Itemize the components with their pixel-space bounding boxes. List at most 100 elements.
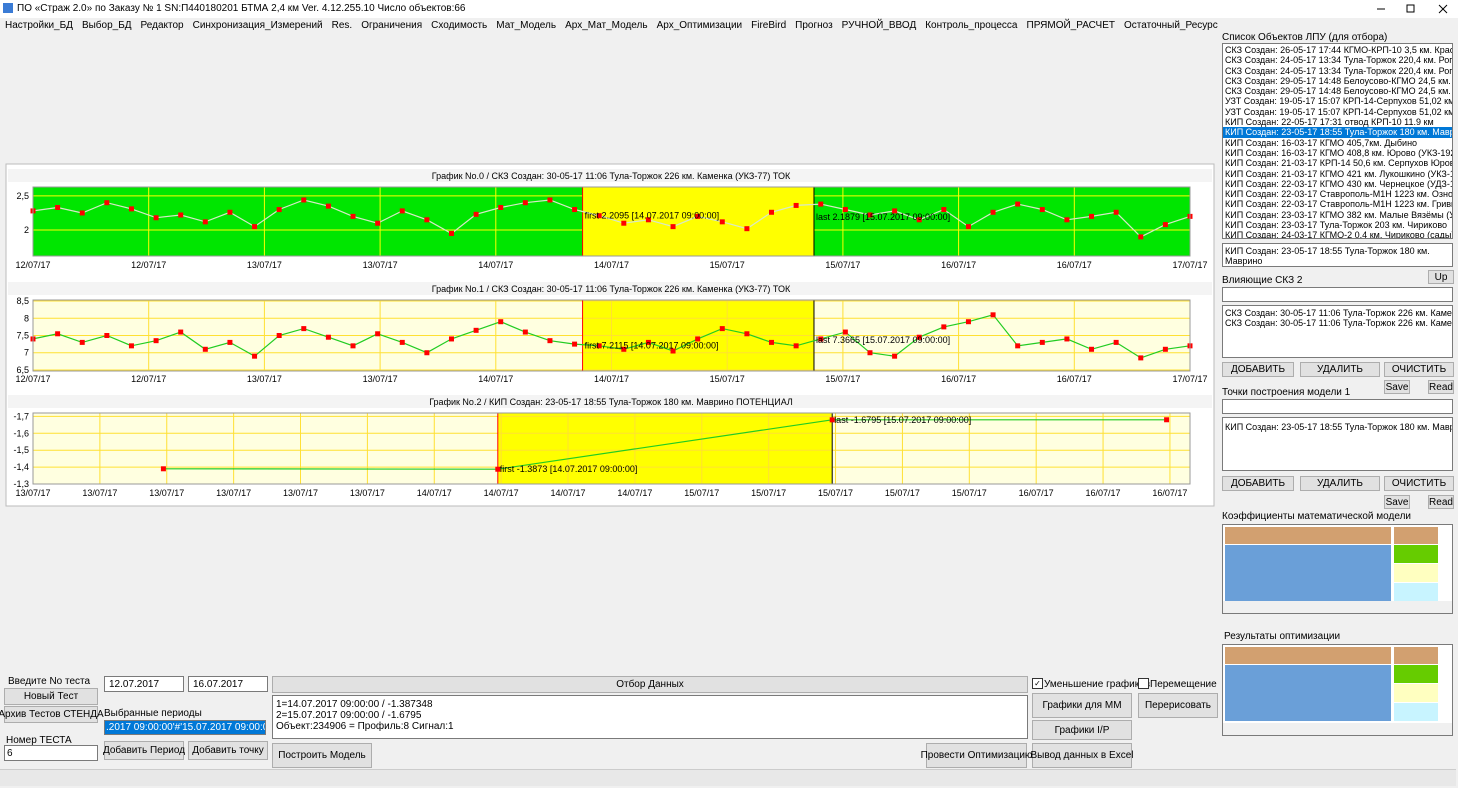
data-point (572, 207, 578, 213)
shrink-checkbox[interactable]: ✓ (1032, 678, 1043, 689)
read-button[interactable]: Read (1428, 380, 1454, 394)
object-item[interactable]: СКЗ Создан: 26-05-17 17:44 КГМО-КРП-10 3… (1225, 45, 1453, 55)
menu-item[interactable]: Res. (331, 20, 353, 31)
y-tick-label: 6,5 (16, 365, 29, 375)
object-item[interactable]: КИП Создан: 23-05-17 18:55 Тула-Торжок 1… (1223, 127, 1453, 138)
menu-item[interactable]: Контроль_процесса (925, 20, 1018, 31)
save-button[interactable]: Save (1384, 495, 1410, 509)
objects-list[interactable]: СКЗ Создан: 26-05-17 17:44 КГМО-КРП-10 3… (1222, 43, 1453, 239)
object-item[interactable]: КИП Создан: 16-03-17 КГМО 408,8 км. Юров… (1225, 147, 1453, 158)
object-item[interactable]: СКЗ Создан: 29-05-17 14:48 Белоусово-КГМ… (1225, 75, 1453, 86)
ip-charts-button[interactable]: Графики I/P (1032, 720, 1132, 740)
object-item[interactable]: КИП Создан: 23-03-17 КГМО 382 км. Малые … (1225, 209, 1453, 220)
read-button[interactable]: Read (1428, 495, 1454, 509)
object-item[interactable]: УЗТ Создан: 19-05-17 15:07 КРП-14-Серпух… (1225, 96, 1453, 107)
remove-button[interactable]: УДАЛИТЬ (1300, 362, 1380, 377)
data-point (892, 208, 898, 214)
data-point (621, 346, 627, 352)
menu-item[interactable]: ПРЯМОЙ_РАСЧЕТ (1026, 20, 1116, 31)
influencing-item[interactable]: СКЗ Создан: 30-05-17 11:06 Тула-Торжок 2… (1225, 308, 1453, 318)
point-item[interactable]: КИП Создан: 23-05-17 18:55 Тула-Торжок 1… (1225, 422, 1453, 432)
data-point (916, 334, 922, 340)
data-point (1089, 213, 1095, 219)
x-tick-label: 14/07/17 (484, 488, 519, 498)
x-tick-label: 13/07/17 (283, 488, 318, 498)
object-item[interactable]: КИП Создан: 21-03-17 КГМО 421 км. Лукошк… (1225, 168, 1453, 179)
clear-button[interactable]: ОЧИСТИТЬ (1384, 362, 1454, 377)
new-test-button[interactable]: Новый Тест (4, 688, 98, 705)
object-item[interactable]: СКЗ Создан: 24-05-17 13:34 Тула-Торжок 2… (1225, 65, 1453, 76)
move-checkbox[interactable] (1138, 678, 1149, 689)
object-item[interactable]: КИП Создан: 23-03-17 Тула-Торжок 203 км.… (1225, 220, 1448, 231)
object-item[interactable]: КИП Создан: 22-03-17 КГМО 430 км. Чернец… (1225, 178, 1453, 189)
window-controls[interactable] (1375, 2, 1455, 16)
test-number-input[interactable]: 6 (4, 745, 98, 761)
menu-item[interactable]: Сходимость (431, 20, 488, 31)
add-point-button[interactable]: Добавить точку (188, 741, 268, 760)
archive-button[interactable]: Архив Тестов СТЕНДА (0, 706, 104, 723)
influencing-dropdown[interactable] (1222, 287, 1453, 302)
object-item[interactable]: УЗТ Создан: 19-05-17 15:07 КРП-14-Серпух… (1225, 106, 1453, 117)
add-button[interactable]: ДОБАВИТЬ (1222, 362, 1294, 377)
select-data-button[interactable]: Отбор Данных (272, 676, 1028, 693)
coefficients-grid[interactable] (1222, 524, 1453, 614)
y-tick-label: -1,7 (13, 411, 29, 421)
menu-item[interactable]: Остаточный_Ресурс (1124, 20, 1218, 31)
data-point (596, 343, 602, 349)
redraw-button[interactable]: Перерисовать (1138, 693, 1218, 718)
points-dropdown[interactable] (1222, 399, 1453, 414)
date-to[interactable]: 16.07.2017 (188, 676, 268, 692)
results-grid[interactable] (1222, 644, 1453, 736)
object-item[interactable]: КИП Создан: 22-05-17 17:31 отвод КРП-10 … (1225, 117, 1434, 128)
influencing-list[interactable]: СКЗ Создан: 30-05-17 11:06 Тула-Торжок 2… (1222, 305, 1453, 358)
menu-item[interactable]: Выбор_БД (81, 20, 132, 31)
menu-item[interactable]: Синхронизация_Измерений (192, 20, 323, 31)
annotation: last 7.3665 [15.07.2017 09:00:00] (816, 335, 950, 345)
build-model-button[interactable]: Построить Модель (272, 743, 372, 768)
horizontal-scrollbar[interactable] (0, 769, 1456, 786)
menu-item[interactable]: Мат_Модель (496, 20, 557, 31)
data-point (965, 224, 971, 230)
menu-item[interactable]: Арх_Мат_Модель (565, 20, 648, 31)
y-tick-label: 8,5 (16, 296, 29, 306)
menu-item[interactable]: Арх_Оптимизации (656, 20, 743, 31)
object-item[interactable]: КИП Создан: 16-03-17 КГМО 405,7км. Дыбин… (1225, 137, 1418, 148)
period-combo[interactable]: .2017 09:00:00'#'15.07.2017 09:00:00' (104, 720, 266, 735)
date-from[interactable]: 12.07.2017 (104, 676, 184, 692)
menu-item[interactable]: Редактор (140, 20, 184, 31)
menu-item[interactable]: Ограничения (361, 20, 423, 31)
mm-charts-button[interactable]: Графики для ММ (1032, 693, 1132, 718)
x-tick-label: 13/07/17 (149, 488, 184, 498)
plot-frame (32, 186, 1191, 257)
menu-item[interactable]: Настройки_БД (5, 20, 73, 31)
remove-button[interactable]: УДАЛИТЬ (1300, 476, 1380, 491)
menu-item[interactable]: Прогноз (795, 20, 833, 31)
object-item[interactable]: СКЗ Создан: 29-05-17 14:48 Белоусово-КГМ… (1225, 86, 1453, 97)
object-item[interactable]: КИП Создан: 24-03-17 КГМО-2 0,4 км. Чири… (1225, 230, 1453, 239)
annotation: first 7.2115 [14.07.2017 09:00:00] (585, 340, 719, 350)
menu-item[interactable]: РУЧНОЙ_ВВОД (841, 20, 917, 31)
annotation: last 2.1879 [15.07.2017 09:00:00] (816, 212, 950, 222)
optimize-button[interactable]: Провести Оптимизацию (921, 743, 1032, 768)
clear-button[interactable]: ОЧИСТИТЬ (1384, 476, 1454, 491)
data-point (227, 209, 233, 215)
points-list[interactable]: КИП Создан: 23-05-17 18:55 Тула-Торжок 1… (1222, 417, 1453, 471)
save-button[interactable]: Save (1384, 380, 1410, 394)
influencing-item[interactable]: СКЗ Создан: 30-05-17 11:06 Тула-Торжок 2… (1225, 318, 1453, 329)
excel-button[interactable]: Вывод данных в Excel (1031, 743, 1133, 768)
menu-item[interactable]: FireBird (751, 20, 787, 31)
object-item[interactable]: СКЗ Создан: 24-05-17 13:34 Тула-Торжок 2… (1225, 55, 1453, 66)
add-button[interactable]: ДОБАВИТЬ (1222, 476, 1294, 491)
plot-frame (32, 412, 1191, 485)
chart-title: График No.1 / СКЗ Создан: 30-05-17 11:06… (432, 284, 791, 294)
x-tick-label: 13/07/17 (82, 488, 117, 498)
object-item[interactable]: КИП Создан: 22-03-17 Ставрополь-М1Н 1223… (1225, 199, 1453, 210)
object-item[interactable]: КИП Создан: 21-03-17 КРП-14 50,6 км. Сер… (1225, 158, 1453, 169)
object-item[interactable]: КИП Создан: 22-03-17 Ставрополь-М1Н 1223… (1225, 189, 1453, 200)
add-period-button[interactable]: Добавить Период (103, 741, 185, 760)
up-button[interactable]: Up (1428, 270, 1454, 284)
period-value: .2017 09:00:00'#'15.07.2017 09:00:00' (105, 721, 265, 734)
x-tick-label: 15/07/17 (952, 488, 987, 498)
title-strip (8, 395, 1212, 408)
data-point (941, 324, 947, 330)
